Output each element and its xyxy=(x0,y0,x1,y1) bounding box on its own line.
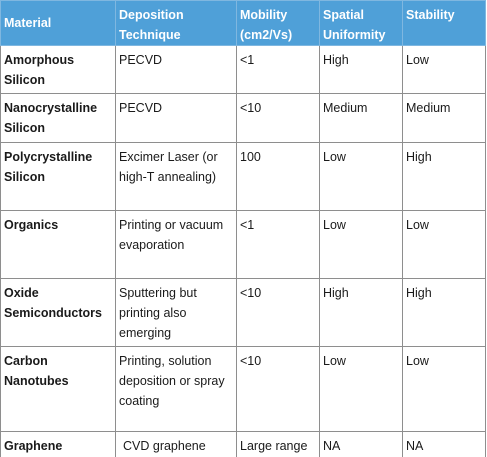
cell-stability: Low xyxy=(402,210,486,279)
cell-deposition: PECVD xyxy=(115,93,237,143)
cell-mobility: Large range xyxy=(236,431,320,457)
cell-stability: NA xyxy=(402,431,486,457)
cell-uniformity: Low xyxy=(319,210,403,279)
cell-material: Graphene xyxy=(0,431,116,457)
cell-deposition: Sputtering but printing also emerging xyxy=(115,278,237,347)
cell-material: Nanocrystalline Silicon xyxy=(0,93,116,143)
cell-deposition: Printing or vacuum evaporation xyxy=(115,210,237,279)
table-row: Carbon Nanotubes Printing, solution depo… xyxy=(0,346,486,432)
table-row: Polycrystalline Silicon Excimer Laser (o… xyxy=(0,142,486,211)
cell-mobility: <10 xyxy=(236,93,320,143)
cell-uniformity: Low xyxy=(319,142,403,211)
cell-stability: Low xyxy=(402,45,486,94)
header-mobility: Mobility (cm2/Vs) xyxy=(236,0,320,46)
cell-stability: High xyxy=(402,142,486,211)
cell-mobility: <10 xyxy=(236,346,320,432)
header-spatial-uniformity: Spatial Uniformity xyxy=(319,0,403,46)
cell-uniformity: High xyxy=(319,45,403,94)
cell-uniformity: NA xyxy=(319,431,403,457)
cell-mobility: <10 xyxy=(236,278,320,347)
header-deposition-technique: Deposition Technique xyxy=(115,0,237,46)
cell-mobility: 100 xyxy=(236,142,320,211)
cell-stability: Low xyxy=(402,346,486,432)
cell-stability: Medium xyxy=(402,93,486,143)
table-row: Nanocrystalline Silicon PECVD <10 Medium… xyxy=(0,93,486,143)
cell-mobility: <1 xyxy=(236,45,320,94)
table-row: Graphene CVD graphene Large range NA NA xyxy=(0,431,486,457)
cell-uniformity: Low xyxy=(319,346,403,432)
cell-material: Polycrystalline Silicon xyxy=(0,142,116,211)
header-row: Material Deposition Technique Mobility (… xyxy=(0,0,486,46)
cell-deposition: CVD graphene xyxy=(115,431,237,457)
cell-material: Carbon Nanotubes xyxy=(0,346,116,432)
header-stability: Stability xyxy=(402,0,486,46)
table-row: Oxide Semiconductors Sputtering but prin… xyxy=(0,278,486,347)
cell-material: Amorphous Silicon xyxy=(0,45,116,94)
cell-stability: High xyxy=(402,278,486,347)
table-row: Organics Printing or vacuum evaporation … xyxy=(0,210,486,279)
header-material: Material xyxy=(0,0,116,46)
cell-mobility: <1 xyxy=(236,210,320,279)
cell-deposition: Printing, solution deposition or spray c… xyxy=(115,346,237,432)
cell-uniformity: High xyxy=(319,278,403,347)
table-row: Amorphous Silicon PECVD <1 High Low xyxy=(0,45,486,94)
cell-deposition: PECVD xyxy=(115,45,237,94)
cell-material: Organics xyxy=(0,210,116,279)
cell-uniformity: Medium xyxy=(319,93,403,143)
cell-material: Oxide Semiconductors xyxy=(0,278,116,347)
cell-deposition: Excimer Laser (or high-T annealing) xyxy=(115,142,237,211)
